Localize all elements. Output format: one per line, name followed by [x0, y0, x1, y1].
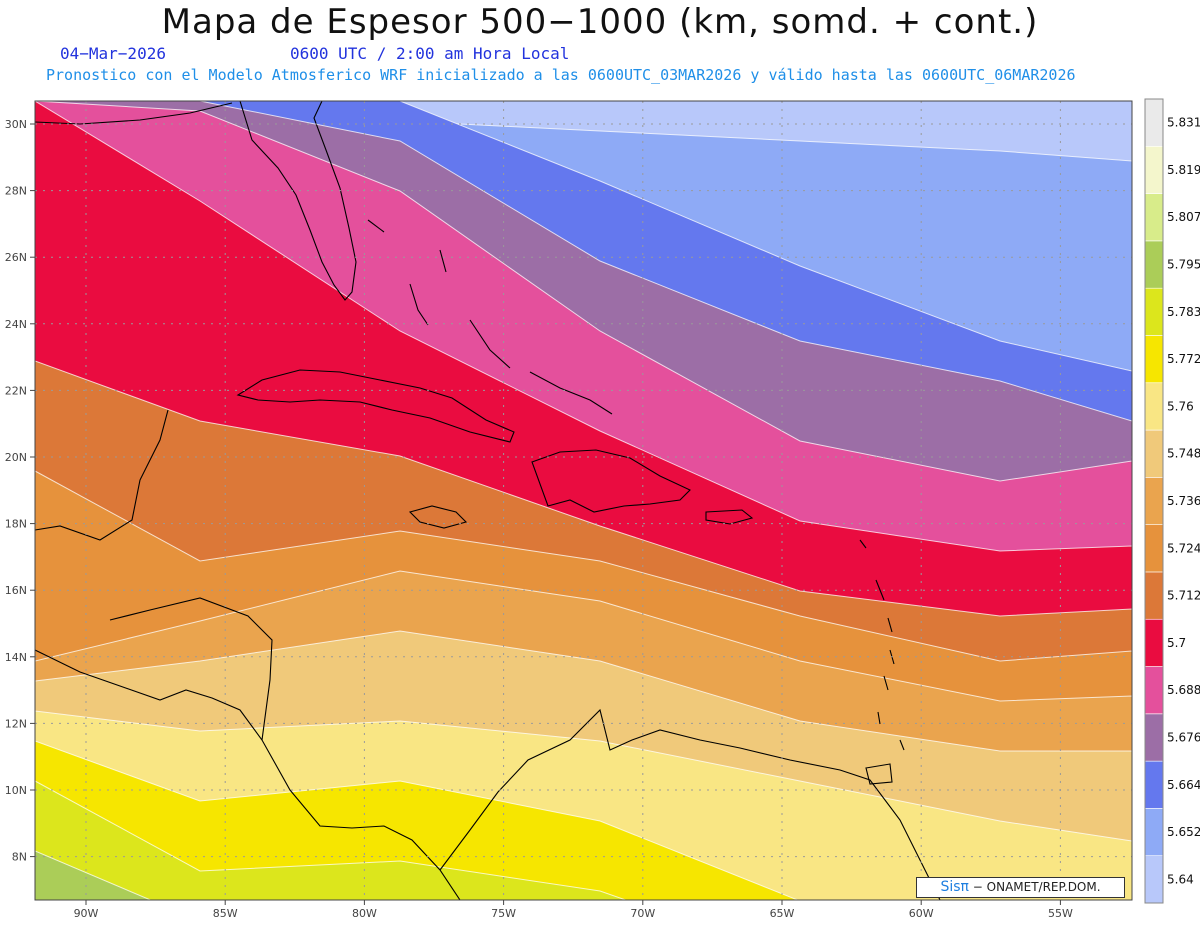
- lon-label: 60W: [909, 907, 934, 920]
- credit-text: − ONAMET/REP.DOM.: [972, 880, 1101, 894]
- colorbar-label: 5.772: [1167, 352, 1200, 366]
- colorbar-label: 5.795: [1167, 258, 1200, 272]
- map-frame: [34, 100, 1133, 901]
- colorbar-swatch: [1144, 571, 1164, 620]
- colorbar-swatch: [1144, 808, 1164, 857]
- lon-label: 55W: [1048, 907, 1073, 920]
- colorbar-swatch: [1144, 382, 1164, 431]
- bahamas-islands: [367, 219, 613, 415]
- south-america-coast: [439, 708, 941, 900]
- lat-label: 12N: [5, 717, 27, 730]
- colorbar-swatch: [1144, 145, 1164, 194]
- forecast-date: 04−Mar−2026: [60, 44, 166, 63]
- lat-label: 8N: [12, 851, 27, 864]
- lat-label: 18N: [5, 518, 27, 531]
- colorbar-swatch: [1144, 618, 1164, 667]
- trinidad-coast: [865, 763, 893, 785]
- hispaniola-coast: [531, 449, 691, 513]
- colorbar-swatch: [1144, 477, 1164, 525]
- lat-label: 20N: [5, 451, 27, 464]
- latitude-labels: 30N 28N 26N 24N 22N 20N 18N 16N 14N 12N 10N 8N: [5, 118, 35, 864]
- colorbar-label: 5.76: [1167, 399, 1194, 413]
- band-5.807: [35, 920, 1132, 927]
- colorbar-swatch: [1144, 666, 1164, 715]
- colorbar-label: 5.652: [1167, 825, 1200, 839]
- thickness-bands: [35, 101, 1132, 927]
- colorbar-label: 5.724: [1167, 541, 1200, 555]
- colorbar-label: 5.676: [1167, 730, 1200, 744]
- lat-label: 22N: [5, 384, 27, 397]
- colorbar-swatch: [1144, 240, 1164, 289]
- lon-label: 80W: [352, 907, 377, 920]
- graticule: [35, 101, 1132, 900]
- band-5.783: [35, 780, 628, 900]
- colorbar-frame: [1144, 98, 1164, 904]
- colorbar-label: 5.831: [1167, 116, 1200, 130]
- colorbar-swatch: [1144, 193, 1164, 242]
- lat-label: 28N: [5, 185, 27, 198]
- colorbar-label: 5.664: [1167, 778, 1200, 792]
- colorbar-swatch: [1144, 713, 1164, 762]
- lon-label: 85W: [213, 907, 238, 920]
- lat-label: 24N: [5, 318, 27, 331]
- band-5.795: [35, 850, 152, 900]
- colorbar-swatch: [1144, 335, 1164, 384]
- longitude-labels: 90W 85W 80W 75W 70W 65W 60W 55W: [74, 900, 1073, 920]
- map-title: Mapa de Espesor 500−1000 (km, somd. + co…: [161, 2, 1039, 42]
- colorbar-swatch: [1144, 524, 1164, 573]
- forecast-time: 0600 UTC / 2:00 am Hora Local: [290, 44, 570, 63]
- sispi-logo: Sisπ: [940, 879, 969, 895]
- colorbar-label: 5.807: [1167, 210, 1200, 224]
- yucatan-honduras-coast: [35, 409, 273, 741]
- lat-label: 26N: [5, 251, 27, 264]
- lat-label: 30N: [5, 118, 27, 131]
- credit-box: Sisπ − ONAMET/REP.DOM.: [916, 877, 1125, 898]
- puerto-rico-coast: [705, 509, 754, 525]
- colorbar-swatch: [1144, 98, 1164, 147]
- jamaica-coast: [408, 505, 468, 529]
- florida-coast: [239, 101, 357, 301]
- colorbar-swatch: [1144, 287, 1164, 336]
- cuba-coast: [236, 369, 515, 443]
- colorbar-label: 5.688: [1167, 683, 1200, 697]
- colorbar-swatch: [1144, 429, 1164, 478]
- colorbar-label: 5.7: [1167, 636, 1186, 650]
- colorbar-label: 5.748: [1167, 447, 1200, 461]
- lon-label: 90W: [74, 907, 99, 920]
- lon-label: 65W: [770, 907, 795, 920]
- lon-label: 70W: [630, 907, 655, 920]
- colorbar-label: 5.736: [1167, 494, 1200, 508]
- colorbar-swatch: [1144, 760, 1164, 809]
- gulf-coast: [35, 102, 233, 125]
- lat-label: 14N: [5, 651, 27, 664]
- colorbar-label: 5.819: [1167, 163, 1200, 177]
- colorbar-label: 5.712: [1167, 589, 1200, 603]
- lat-label: 16N: [5, 584, 27, 597]
- colorbar-label: 5.783: [1167, 305, 1200, 319]
- colorbar-swatch: [1144, 855, 1164, 904]
- colorbar: 5.64 5.652 5.664 5.676 5.688 5.7 5.712 5.724 5.7…: [1144, 98, 1200, 904]
- forecast-description: Pronostico con el Modelo Atmosferico WRF…: [46, 66, 1076, 84]
- lat-label: 10N: [5, 784, 27, 797]
- coastlines: [35, 101, 941, 900]
- colorbar-label: 5.64: [1167, 872, 1194, 886]
- band-5.772: [35, 740, 799, 900]
- lon-label: 75W: [491, 907, 516, 920]
